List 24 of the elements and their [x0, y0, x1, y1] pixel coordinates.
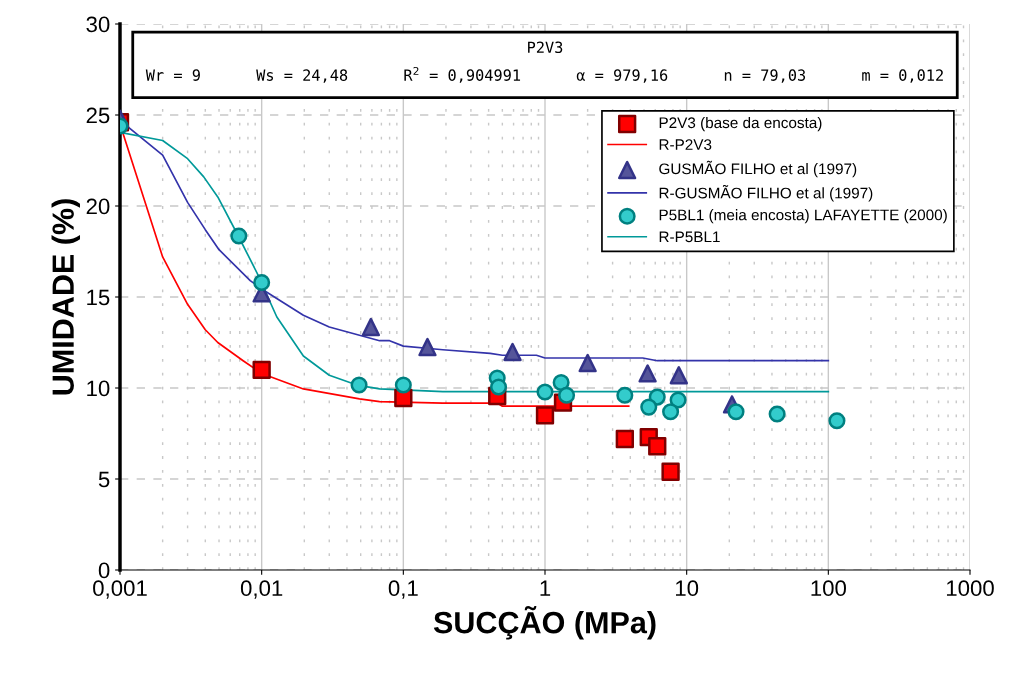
- legend-label: P5BL1 (meia encosta) LAFAYETTE (2000): [659, 209, 947, 224]
- y-tick-label: 25: [86, 107, 110, 124]
- y-tick-label: 15: [87, 289, 110, 306]
- y-tick-label: 5: [98, 471, 110, 488]
- x-axis-title: SUCÇÃO (MPa): [433, 605, 656, 640]
- legend-label: R-P5BL1: [659, 231, 720, 243]
- y-tick-label: 30: [86, 16, 110, 33]
- x-tick-label: 0,001: [93, 580, 147, 599]
- text: P2V3: [528, 41, 563, 54]
- x-tick-label: 1000: [946, 580, 994, 597]
- legend-label: P2V3 (base da encosta): [659, 116, 822, 132]
- x-tick-label: 100: [811, 580, 846, 597]
- text: Wr = 9 Ws = 24,48 R$^{2}$ = 0,904991 α = 979,16 n = 79,03 m = 0,012: [145, 66, 943, 83]
- x-tick-label: 1: [540, 580, 551, 596]
- x-tick-label: 0,01: [240, 580, 283, 599]
- y-tick-label: 20: [86, 198, 110, 215]
- y-axis-title: UMIDADE (%): [51, 199, 81, 395]
- y-tick-label: 0: [98, 562, 110, 579]
- x-tick-label: 0,1: [388, 580, 418, 599]
- x-tick-label: 10: [676, 580, 699, 597]
- y-tick-label: 10: [87, 380, 110, 397]
- legend-label: R-GUSMÃO FILHO et al (1997): [659, 184, 873, 202]
- legend-label: GUSMÃO FILHO et al (1997): [659, 160, 857, 178]
- legend-label: R-P2V3: [659, 139, 712, 151]
